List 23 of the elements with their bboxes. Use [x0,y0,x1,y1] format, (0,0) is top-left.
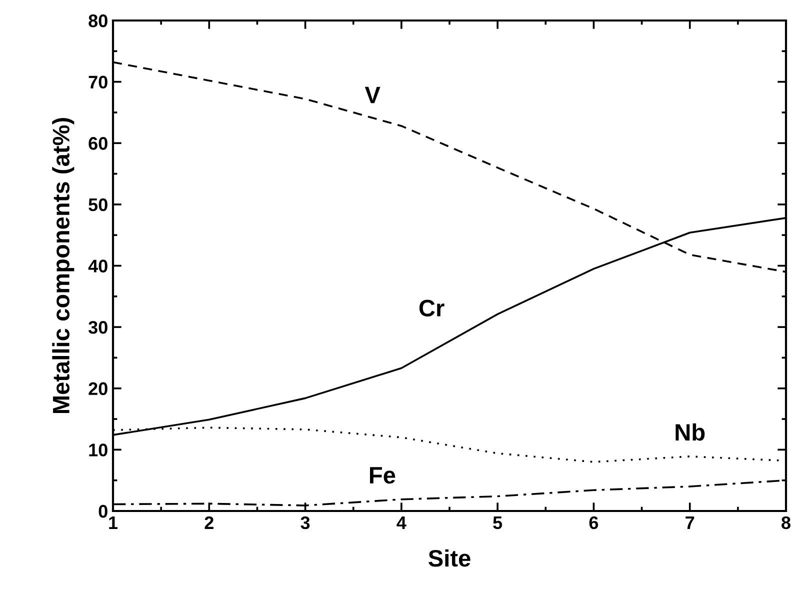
x-tick-label: 2 [204,516,214,529]
y-axis-title: Metallic components (at%) [52,118,74,414]
y-tick-label: 50 [88,198,108,212]
y-tick-label: 30 [88,320,108,334]
x-tick-label: 4 [396,516,406,529]
x-tick-label: 7 [686,516,694,529]
x-tick-label: 8 [782,516,790,530]
y-tick-label: 70 [88,76,108,89]
series-label: Nb [676,423,705,441]
y-tick-label: 40 [88,260,108,272]
y-tick-label: 60 [88,137,108,150]
x-tick-label: 1 [109,516,118,529]
y-tick-label: 0 [98,504,108,518]
series-label: Cr [419,300,444,316]
series-label: V [364,86,380,104]
x-tick-label: 3 [300,516,310,530]
y-tick-label: 10 [89,444,108,456]
y-tick-label: 20 [88,382,108,396]
x-tick-label: 6 [589,516,598,530]
series-label: Fe [370,467,396,484]
x-tick-label: 5 [493,516,502,530]
x-axis-title: Site [428,549,470,567]
y-tick-label: 80 [88,14,108,28]
